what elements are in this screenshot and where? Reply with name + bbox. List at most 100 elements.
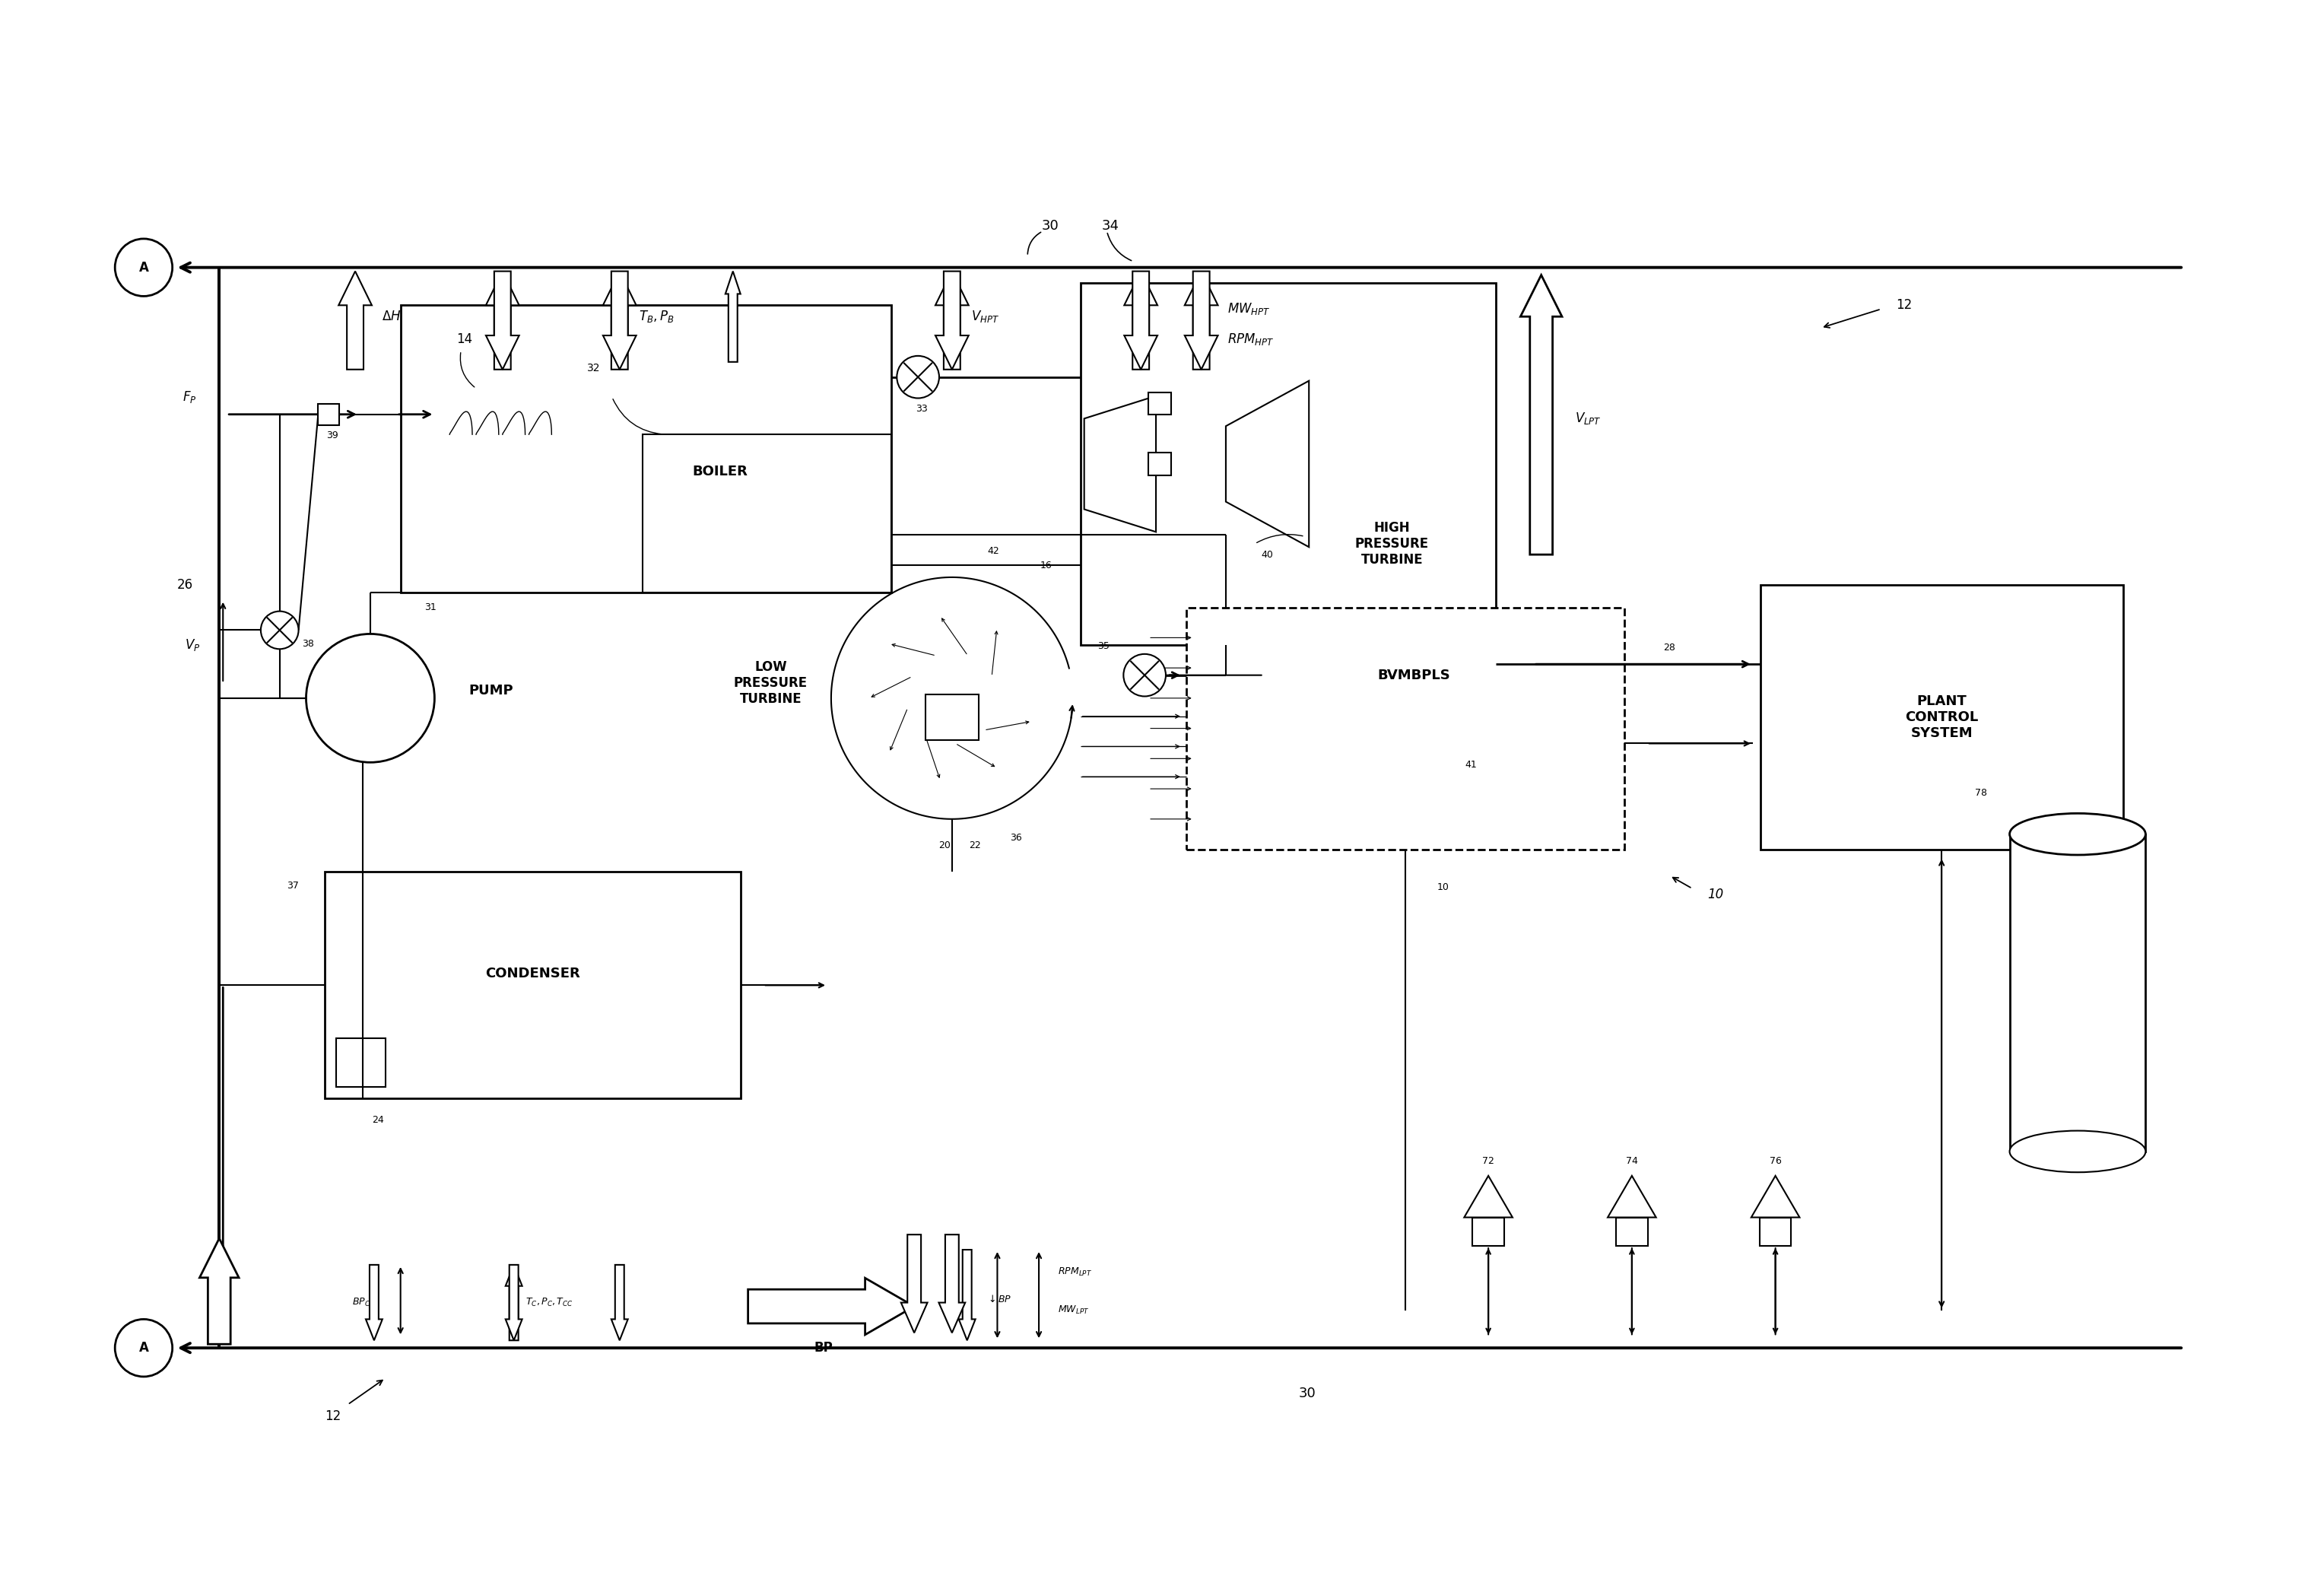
Circle shape [897,356,939,399]
Polygon shape [339,271,372,370]
Bar [641,434,892,592]
Polygon shape [725,271,741,362]
Text: HIGH
PRESSURE
TURBINE: HIGH PRESSURE TURBINE [1355,522,1429,566]
Ellipse shape [2010,813,2145,855]
Text: 14: 14 [458,332,472,346]
Polygon shape [507,1265,523,1340]
Text: 74: 74 [1627,1156,1638,1166]
Text: 10: 10 [1436,882,1450,892]
Polygon shape [1125,271,1157,370]
Text: BP: BP [813,1341,832,1354]
Bar [1615,1217,1648,1246]
Polygon shape [1608,1176,1657,1217]
Text: $RPM_{LPT}$: $RPM_{LPT}$ [1057,1266,1092,1278]
Text: A: A [139,1341,149,1354]
Text: $T_B, P_B$: $T_B, P_B$ [639,309,674,324]
Text: 76: 76 [1769,1156,1783,1166]
Text: $MW_{LPT}$: $MW_{LPT}$ [1057,1305,1090,1316]
Text: $V_P$: $V_P$ [186,638,200,652]
Polygon shape [934,271,969,370]
Polygon shape [1225,381,1308,547]
Text: 24: 24 [372,1115,383,1124]
Polygon shape [960,1250,976,1340]
Bar [337,1038,386,1088]
Ellipse shape [2010,1131,2145,1172]
Text: 34: 34 [1102,219,1120,233]
Text: 32: 32 [588,364,600,373]
Text: 30: 30 [1299,1386,1315,1400]
Polygon shape [611,1265,627,1340]
Polygon shape [1464,1176,1513,1217]
Text: BOILER: BOILER [693,464,748,478]
Polygon shape [939,1235,964,1333]
Text: 37: 37 [286,880,297,890]
Text: CONDENSER: CONDENSER [486,967,581,981]
Text: 42: 42 [988,545,999,555]
Text: $T_C, P_C, T_{CC}$: $T_C, P_C, T_{CC}$ [525,1297,574,1308]
Text: 38: 38 [302,638,314,649]
Text: 40: 40 [1262,550,1274,560]
Bar [1081,282,1497,646]
Bar [2010,834,2145,1152]
Text: $F_P$: $F_P$ [184,389,198,405]
Polygon shape [1520,274,1562,555]
Polygon shape [748,1278,913,1335]
Bar [1759,1217,1792,1246]
Polygon shape [486,271,518,370]
Bar [1148,453,1171,475]
Text: PLANT
CONTROL
SYSTEM: PLANT CONTROL SYSTEM [1906,694,1978,740]
Polygon shape [902,1235,927,1333]
Text: 12: 12 [1896,298,1913,313]
Text: 33: 33 [916,404,927,413]
Text: 16: 16 [1039,560,1053,571]
Bar [325,872,741,1099]
Text: $\Delta H$: $\Delta H$ [381,309,402,324]
Text: 31: 31 [425,603,437,612]
Bar [1473,1217,1504,1246]
Text: $MW_{HPT}$: $MW_{HPT}$ [1227,301,1271,317]
Text: 12: 12 [325,1408,342,1423]
Bar [318,404,339,424]
Polygon shape [1185,271,1218,370]
Text: $V_{LPT}$: $V_{LPT}$ [1576,412,1601,426]
Circle shape [114,239,172,297]
Polygon shape [507,1265,523,1340]
Text: 41: 41 [1464,759,1478,769]
Text: 20: 20 [939,841,951,850]
Bar [925,694,978,740]
Bar [1759,585,2122,849]
Text: 78: 78 [1975,788,1987,798]
Polygon shape [365,1265,383,1340]
Text: 22: 22 [969,841,981,850]
Text: 26: 26 [177,577,193,592]
Polygon shape [1085,396,1155,531]
Text: $RPM_{HPT}$: $RPM_{HPT}$ [1227,332,1274,346]
Text: LOW
PRESSURE
TURBINE: LOW PRESSURE TURBINE [734,660,809,705]
Text: 30: 30 [1041,219,1060,233]
Text: 72: 72 [1483,1156,1494,1166]
Circle shape [260,611,297,649]
Text: 28: 28 [1664,643,1676,652]
Text: 10: 10 [1708,888,1724,901]
Polygon shape [602,271,637,370]
Circle shape [1122,654,1167,697]
Text: BVMBPLS: BVMBPLS [1378,668,1450,683]
Text: $\downarrow BP$: $\downarrow BP$ [985,1294,1011,1305]
Polygon shape [1185,271,1218,370]
Polygon shape [934,271,969,370]
Text: $BP_C$: $BP_C$ [351,1297,370,1308]
Bar [1148,392,1171,415]
Bar [400,305,892,592]
Polygon shape [602,271,637,370]
Polygon shape [1125,271,1157,370]
Circle shape [114,1319,172,1376]
Polygon shape [200,1238,239,1345]
Text: 36: 36 [1011,833,1023,842]
Bar [1185,608,1624,849]
Text: 39: 39 [328,431,339,440]
Text: A: A [139,260,149,274]
Text: 35: 35 [1097,641,1109,651]
Text: $V_{HPT}$: $V_{HPT}$ [971,309,999,324]
Text: PUMP: PUMP [469,684,514,697]
Polygon shape [486,271,518,370]
